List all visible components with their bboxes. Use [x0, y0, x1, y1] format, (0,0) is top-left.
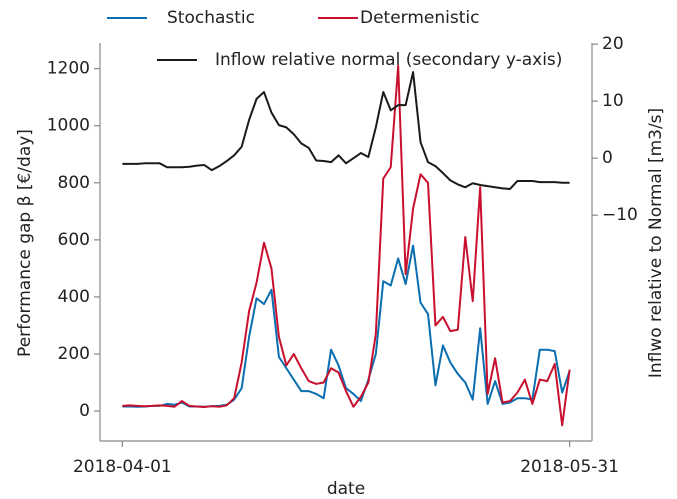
y2-axis-label: Inflwo relative to Normal [m3/s] — [646, 108, 666, 378]
y-tick-label: 0 — [79, 401, 90, 421]
y-tick-label: 200 — [58, 344, 90, 364]
series-line — [122, 244, 571, 408]
y2-tick-label: 10 — [602, 91, 624, 111]
series-line — [122, 71, 570, 190]
y-axis-label: Performance gap β [€/day] — [15, 129, 35, 357]
y-tick-label: 1200 — [47, 59, 90, 79]
legend-label: Determenistic — [360, 8, 479, 28]
legend-label: Stochastic — [167, 8, 255, 28]
y-tick-label: 600 — [58, 230, 90, 250]
x-tick-label: 2018-05-31 — [520, 457, 619, 477]
y2-tick-label: 20 — [602, 34, 624, 54]
y-tick-label: 1000 — [47, 116, 90, 136]
y-tick-label: 400 — [58, 287, 90, 307]
y2-tick-label: 0 — [602, 148, 613, 168]
legend-label: Inflow relative normal (secondary y-axis… — [215, 50, 562, 70]
x-tick-label: 2018-04-01 — [73, 457, 172, 477]
y-tick-label: 800 — [58, 173, 90, 193]
x-axis-label: date — [327, 479, 365, 499]
y2-tick-label: −10 — [602, 205, 638, 225]
series-line — [122, 64, 571, 427]
